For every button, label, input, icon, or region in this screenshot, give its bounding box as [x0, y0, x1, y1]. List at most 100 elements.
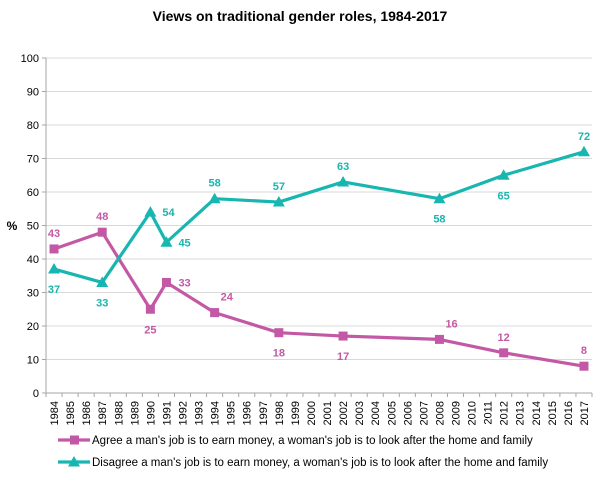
legend-label: Disagree a man's job is to earn money, a… [92, 457, 548, 469]
series-2 [48, 145, 590, 287]
data-point [497, 169, 510, 180]
y-tick-label: 20 [27, 321, 39, 333]
data-label: 25 [144, 324, 156, 336]
data-label: 45 [178, 237, 190, 249]
x-tick-label: 2008 [434, 401, 446, 425]
data-point [145, 304, 155, 314]
chart-title: Views on traditional gender roles, 1984-… [153, 8, 448, 24]
x-tick-label: 1984 [49, 401, 61, 425]
x-tick-label: 1995 [226, 401, 238, 425]
data-point [160, 236, 173, 247]
x-tick-label: 2000 [306, 401, 318, 425]
x-tick-label: 1992 [178, 401, 190, 425]
data-labels: 43 48 25 33 24 18 17 16 12 8 37 33 54 45 58 57 63 58 65 72 [48, 131, 590, 363]
legend-marker [68, 456, 80, 467]
x-tick-label: 2007 [418, 401, 430, 425]
x-tick-label: 1994 [210, 401, 222, 425]
y-tick-label: 10 [27, 355, 39, 367]
gridlines [46, 57, 592, 360]
y-tick-label: 60 [27, 187, 39, 199]
x-tick-label: 2004 [370, 401, 382, 425]
data-point [337, 175, 350, 187]
data-label: 33 [178, 277, 190, 289]
data-label: 8 [581, 345, 587, 357]
data-label: 37 [48, 284, 60, 296]
data-label: 57 [273, 181, 285, 193]
data-label: 16 [445, 318, 457, 330]
series-1 [49, 227, 589, 371]
x-tick-label: 1991 [161, 401, 173, 425]
y-tick-label: 70 [27, 154, 39, 166]
data-point [49, 244, 59, 254]
data-point [161, 277, 171, 287]
y-tick-label: 50 [27, 221, 39, 233]
data-point [272, 196, 285, 207]
x-tick-label: 2003 [354, 401, 366, 425]
x-tick-label: 1985 [65, 401, 77, 425]
data-point [144, 206, 157, 217]
x-tick-label: 2010 [467, 401, 479, 425]
legend-marker [70, 435, 79, 445]
data-point [96, 276, 109, 287]
x-tick-label: 2006 [402, 401, 414, 425]
data-label: 43 [48, 228, 60, 240]
x-tick-label: 1996 [242, 401, 254, 425]
data-label: 72 [578, 131, 590, 143]
data-point [208, 192, 221, 204]
data-label: 24 [221, 292, 234, 304]
legend-label: Agree a man's job is to earn money, a wo… [92, 435, 533, 447]
data-point [499, 348, 509, 358]
x-tick-label: 1999 [290, 401, 302, 425]
data-point [577, 145, 590, 157]
x-tick-label: 2016 [563, 401, 575, 425]
series-line [53, 150, 585, 285]
legend-item: Disagree a man's job is to earn money, a… [58, 456, 548, 469]
x-tick-label: 2015 [547, 401, 559, 425]
x-tick-label: 2009 [451, 401, 463, 425]
x-tick-label: 2017 [579, 401, 591, 425]
x-tick-label: 1990 [145, 401, 157, 425]
data-point [48, 263, 61, 274]
x-tick-label: 1986 [81, 401, 93, 425]
x-tick-label: 1998 [274, 401, 286, 425]
x-tick-label: 2011 [483, 401, 495, 425]
y-tick-label: 80 [27, 120, 39, 132]
data-point [579, 361, 589, 371]
x-tick-label: 2012 [499, 401, 511, 425]
data-label: 12 [498, 332, 510, 344]
y-tick-label: 90 [27, 87, 39, 99]
legend-item: Agree a man's job is to earn money, a wo… [58, 435, 533, 447]
y-tick-label: 0 [33, 388, 39, 400]
data-label: 65 [498, 190, 510, 202]
data-point [434, 334, 444, 344]
x-tick-label: 2002 [338, 401, 350, 425]
x-tick-label: 1989 [129, 401, 141, 425]
series-group [48, 145, 590, 371]
data-point [433, 192, 446, 204]
x-tick-label: 2014 [531, 401, 543, 425]
x-tick-label: 1993 [194, 401, 206, 425]
y-axis-label: % [7, 219, 18, 233]
x-tick-label: 1987 [97, 401, 109, 425]
data-label: 48 [96, 211, 108, 223]
data-label: 58 [208, 178, 220, 190]
data-point [274, 328, 284, 338]
y-tick-label: 40 [27, 254, 39, 266]
x-tick-label: 2013 [515, 401, 527, 425]
data-label: 17 [337, 351, 349, 363]
data-point [97, 227, 107, 237]
data-label: 18 [273, 348, 285, 360]
axes: 0 10 20 30 40 50 60 70 80 90 100 1984 1985 1986 1987 19… [21, 53, 593, 425]
data-label: 54 [162, 207, 175, 219]
data-point [338, 331, 348, 341]
y-tick-label: 30 [27, 288, 39, 300]
x-tick-label: 1997 [258, 401, 270, 425]
data-label: 58 [433, 214, 445, 226]
data-label: 63 [337, 161, 349, 173]
data-label: 33 [96, 297, 108, 309]
x-tick-label: 1988 [113, 401, 125, 425]
x-tick-label: 2005 [386, 401, 398, 425]
series-line [53, 230, 585, 368]
